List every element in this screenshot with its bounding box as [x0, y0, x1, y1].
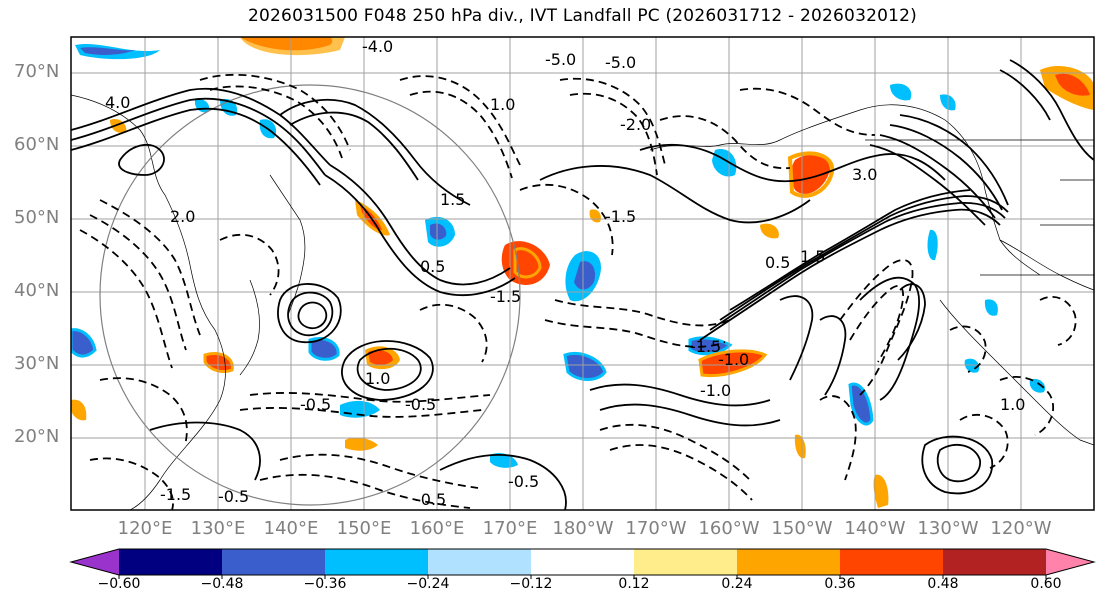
contour-label: 1.0 — [490, 95, 515, 114]
colorbar-segment — [634, 549, 738, 575]
contour-label: -2.0 — [620, 115, 651, 134]
contour-label: 1.5 — [440, 190, 465, 209]
lon-label-140e: 140°E — [263, 518, 319, 539]
positive-contours — [71, 59, 1094, 510]
contour-label: -1.0 — [700, 381, 731, 400]
contour-label: 1.0 — [1000, 395, 1025, 414]
lon-label-130w: 130°W — [917, 518, 979, 539]
contour-label: 4.0 — [105, 93, 130, 112]
lon-label-150e: 150°E — [336, 518, 392, 539]
contour-label: -1.5 — [605, 207, 636, 226]
map-panel: -0.5 -0.5 -0.5 -0.5 -0.5 -1.0 -1.0 -1.5 … — [70, 36, 1095, 511]
colorbar-label: −0.36 — [303, 576, 347, 592]
lat-label-60n: 60°N — [14, 134, 60, 155]
lon-label-170e: 170°E — [482, 518, 538, 539]
colorbar-segment — [428, 549, 532, 575]
contour-label: 0.5 — [765, 253, 790, 272]
contour-label: 3.0 — [852, 165, 877, 184]
colorbar-label: 0.24 — [721, 576, 753, 592]
lat-label-30n: 30°N — [14, 353, 60, 374]
lon-label-160w: 160°W — [698, 518, 760, 539]
colorbar-extend-max — [1046, 549, 1094, 575]
lat-label-50n: 50°N — [14, 207, 60, 228]
colorbar-segments — [69, 548, 1096, 576]
coastlines — [71, 94, 1094, 510]
colorbar-segment — [737, 549, 841, 575]
reference-circle — [99, 84, 521, 506]
contour-label: -0.5 — [405, 395, 436, 414]
colorbar-segment — [325, 549, 429, 575]
contour-label: -1.0 — [718, 350, 749, 369]
colorbar-label: −0.48 — [200, 576, 244, 592]
contour-label: -1.5 — [160, 485, 191, 504]
colorbar-label: 0.48 — [927, 576, 959, 592]
map-title: 2026031500 F048 250 hPa div., IVT Landfa… — [248, 6, 917, 26]
lat-label-20n: 20°N — [14, 426, 60, 447]
colorbar-label: −0.24 — [406, 576, 450, 592]
contour-label: 2.0 — [170, 207, 195, 226]
colorbar-outline — [69, 548, 1096, 576]
colorbar-label: −0.12 — [509, 576, 553, 592]
colorbar-label: −0.60 — [97, 576, 141, 592]
lon-label-180w: 180°W — [552, 518, 614, 539]
colorbar-label: 0.12 — [618, 576, 650, 592]
colorbar-segment — [943, 549, 1047, 575]
contour-label: -0.5 — [508, 472, 539, 491]
lon-label-120e: 120°E — [117, 518, 173, 539]
map-frame — [70, 36, 1095, 511]
lon-label-140w: 140°W — [844, 518, 906, 539]
colorbar-ticks — [118, 575, 1047, 579]
contour-label-group: -0.5 -0.5 -0.5 -0.5 -0.5 -1.0 -1.0 -1.5 … — [105, 37, 1025, 509]
colorbar-segment — [222, 549, 326, 575]
contour-label: -1.5 — [490, 287, 521, 306]
contour-label: -0.5 — [218, 487, 249, 506]
lat-label-40n: 40°N — [14, 280, 60, 301]
colorbar-label: 0.36 — [824, 576, 856, 592]
graticule — [71, 37, 1094, 510]
lon-label-160e: 160°E — [409, 518, 465, 539]
lon-label-170w: 170°W — [625, 518, 687, 539]
contour-label: 1.5 — [800, 247, 825, 266]
contour-label: 0.5 — [420, 257, 445, 276]
contour-label: -0.5 — [300, 395, 331, 414]
contour-label: 1.0 — [365, 369, 390, 388]
colorbar-extend-min — [71, 549, 119, 575]
negative-contours — [79, 73, 1077, 510]
lon-label-120w: 120°W — [990, 518, 1052, 539]
contour-label: -5.0 — [545, 50, 576, 69]
colorbar-label: 0.60 — [1030, 576, 1062, 592]
colorbar-segment — [119, 549, 223, 575]
lon-label-150w: 150°W — [771, 518, 833, 539]
lat-label-70n: 70°N — [14, 61, 60, 82]
colorbar-segment — [531, 549, 635, 575]
lon-label-130e: 130°E — [190, 518, 246, 539]
colorbar-segment — [840, 549, 944, 575]
contour-label: -4.0 — [362, 37, 393, 56]
contour-label: -1.5 — [690, 337, 721, 356]
contour-label: -5.0 — [605, 53, 636, 72]
contour-label: -0.5 — [415, 490, 446, 509]
